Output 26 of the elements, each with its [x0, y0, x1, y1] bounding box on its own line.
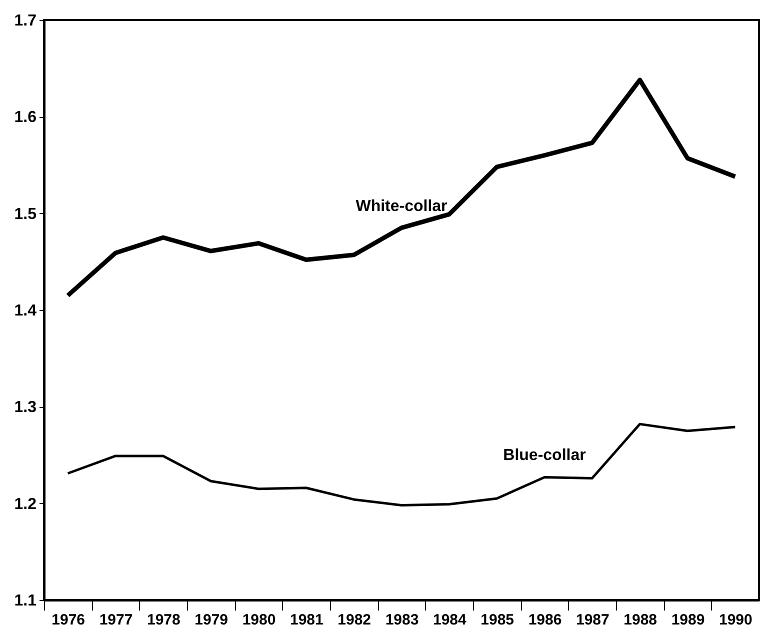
x-tick-label: 1976 [52, 612, 86, 628]
series-label: Blue-collar [503, 447, 586, 464]
x-tick-label: 1988 [624, 612, 658, 628]
x-tick-label: 1978 [146, 612, 180, 628]
x-tick-label: 1990 [718, 612, 752, 628]
line-series [66, 422, 736, 507]
x-tick-label: 1984 [432, 612, 468, 628]
x-tick-label: 1982 [338, 612, 372, 628]
y-tick-label: 1.5 [14, 206, 37, 223]
x-tick-label: 1989 [671, 612, 705, 628]
y-tick-label: 1.4 [14, 302, 37, 320]
y-tick-label: 1.2 [14, 496, 37, 513]
x-tick-label: 1979 [194, 612, 228, 628]
x-tick-label: 1980 [242, 612, 276, 628]
x-tick-label: 1983 [385, 612, 419, 628]
x-tick-label: 1987 [576, 612, 610, 628]
x-tick-label: 1981 [290, 612, 324, 628]
series-label: White-collar [356, 198, 448, 215]
y-tick-label: 1.1 [14, 592, 37, 610]
x-tick-label: 1986 [528, 612, 562, 628]
line-series [66, 78, 738, 298]
x-tick-label: 1985 [480, 612, 514, 628]
y-tick-label: 1.7 [14, 12, 37, 30]
y-tick-label: 1.6 [14, 109, 37, 126]
y-tick-label: 1.3 [14, 399, 37, 416]
x-tick-label: 1977 [99, 612, 133, 628]
